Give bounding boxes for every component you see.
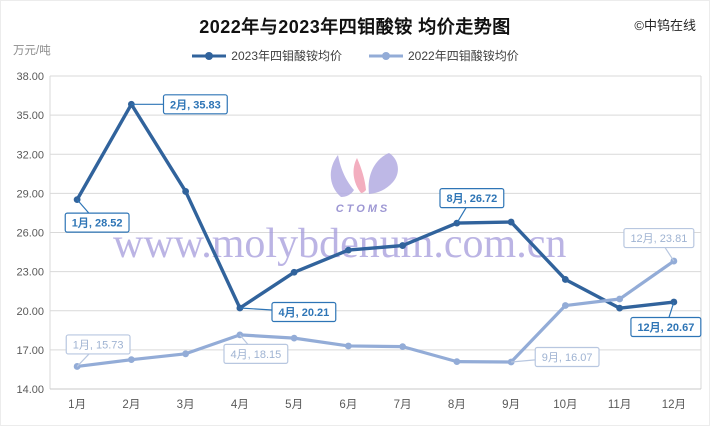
- data-point: [344, 246, 352, 254]
- x-tick-label: 10月: [553, 399, 577, 411]
- data-label-callout: 9月, 16.07: [511, 346, 600, 368]
- chart-title: 2022年与2023年四钼酸铵 均价走势图: [199, 17, 511, 37]
- legend-item-2023: 2023年四钼酸铵均价: [191, 47, 342, 64]
- x-tick-label: 8月: [448, 399, 466, 411]
- data-point: [616, 304, 624, 312]
- data-label-leader: [456, 207, 467, 224]
- legend-marker-icon: [192, 51, 227, 60]
- data-label-text: 1月, 15.73: [73, 339, 124, 351]
- legend: 2023年四钼酸铵均价 2022年四钼酸铵均价: [1, 47, 709, 64]
- legend-marker-icon: [369, 51, 403, 60]
- data-label-callout: 8月, 26.72: [439, 188, 505, 224]
- data-label-leader: [76, 353, 90, 367]
- data-point: [399, 343, 407, 351]
- legend-item-2022: 2022年四钼酸铵均价: [368, 47, 519, 64]
- y-tick-label: 17.00: [16, 345, 44, 357]
- ctoms-logo: CTOMS: [321, 149, 405, 215]
- x-tick-label: 1月: [68, 399, 86, 411]
- data-point: [290, 334, 298, 342]
- x-tick-label: 2月: [122, 399, 140, 411]
- data-label-box: [623, 227, 695, 249]
- data-label-leader: [76, 199, 90, 214]
- data-label-leader: [511, 359, 536, 363]
- data-label-callout: 2月, 35.83: [131, 94, 228, 115]
- data-point: [507, 218, 515, 226]
- data-label-text: 12月, 23.81: [630, 233, 687, 245]
- data-label-box: [439, 188, 505, 209]
- data-label-leader: [239, 334, 249, 345]
- y-tick-label: 20.00: [16, 306, 44, 318]
- data-point: [616, 295, 624, 303]
- x-tick-label: 6月: [339, 399, 357, 411]
- data-point: [127, 356, 135, 364]
- data-point: [344, 342, 352, 350]
- data-label-text: 12月, 20.67: [637, 321, 694, 334]
- data-label-text: 4月, 20.21: [278, 306, 329, 319]
- y-tick-label: 14.00: [16, 384, 44, 396]
- series-line-2023: [75, 102, 676, 310]
- y-tick-label: 38.00: [16, 71, 44, 83]
- data-label-callout: 4月, 18.15: [223, 334, 289, 364]
- x-tick-label: 11月: [608, 399, 631, 411]
- data-label-leader: [668, 301, 675, 318]
- x-tick-label: 5月: [285, 399, 303, 411]
- legend-label: 2023年四钼酸铵均价: [231, 49, 342, 63]
- legend-label: 2022年四钼酸铵均价: [408, 49, 519, 63]
- copyright-label: ©中钨在线: [634, 18, 696, 33]
- x-tick-label: 7月: [394, 399, 412, 411]
- data-label-box: [64, 212, 130, 233]
- data-label-box: [534, 346, 600, 368]
- x-tick-label: 4月: [231, 399, 249, 411]
- data-point: [561, 276, 569, 283]
- data-label-text: 8月, 26.72: [446, 192, 497, 205]
- data-label-box: [630, 316, 702, 338]
- data-point: [182, 350, 190, 358]
- data-point: [453, 219, 461, 227]
- data-label-text: 9月, 16.07: [542, 352, 593, 364]
- data-point: [290, 268, 298, 276]
- x-tick-label: 3月: [177, 399, 195, 411]
- data-label-box: [65, 334, 131, 355]
- y-tick-label: 26.00: [16, 228, 44, 240]
- data-label-callout: 12月, 20.67: [630, 301, 702, 338]
- ctoms-logo-text: CTOMS: [335, 203, 391, 215]
- data-label-callout: 1月, 15.73: [65, 334, 131, 367]
- x-tick-label: 9月: [502, 399, 520, 411]
- data-point: [182, 188, 190, 195]
- data-label-callout: 4月, 20.21: [239, 301, 337, 323]
- data-point: [453, 358, 461, 366]
- data-label-text: 1月, 28.52: [72, 217, 123, 230]
- y-tick-label: 35.00: [16, 110, 44, 122]
- data-label-box: [223, 343, 289, 364]
- data-label-box: [162, 94, 228, 115]
- series-line-2022: [75, 259, 676, 369]
- data-label-text: 4月, 18.15: [230, 349, 281, 361]
- watermark-url: www.molybdenum.com.cn: [113, 221, 567, 267]
- data-label-callout: 1月, 28.52: [64, 199, 130, 233]
- y-axis-unit-label: 万元/吨: [13, 45, 51, 57]
- y-tick-label: 23.00: [16, 267, 44, 279]
- x-tick-label: 12月: [662, 399, 686, 411]
- data-label-leader: [664, 247, 675, 262]
- data-label-text: 2月, 35.83: [170, 98, 221, 111]
- data-label-box: [271, 301, 337, 323]
- data-label-leader: [239, 307, 273, 311]
- data-point: [561, 302, 569, 309]
- ctoms-logo-icon: [330, 153, 398, 197]
- data-label-callout: 12月, 23.81: [623, 227, 695, 262]
- data-point: [399, 242, 407, 249]
- y-tick-label: 32.00: [16, 149, 44, 161]
- y-tick-label: 29.00: [16, 188, 44, 200]
